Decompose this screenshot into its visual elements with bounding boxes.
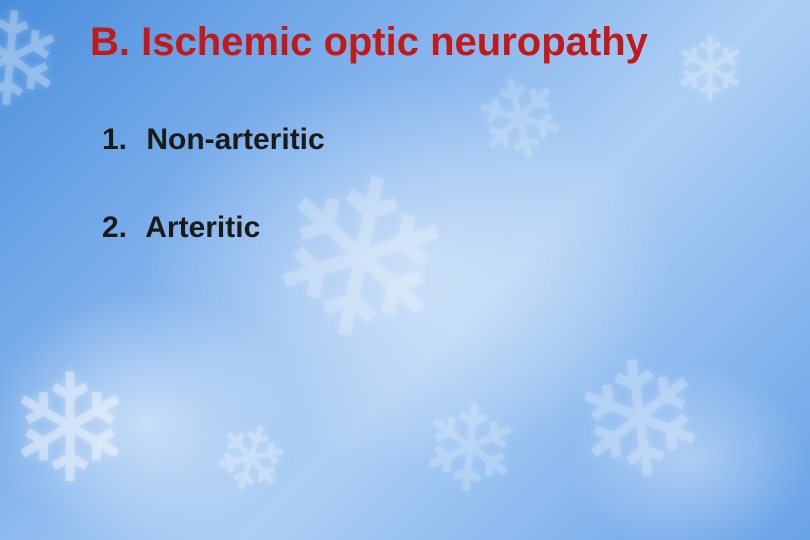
list-item-text: Non-arteritic — [146, 123, 324, 156]
list-item-number: 2. — [102, 211, 138, 245]
list-item-number: 1. — [102, 123, 138, 157]
list-item-text: Arteritic — [145, 211, 260, 244]
slide-list: 1. Non-arteritic 2. Arteritic — [90, 123, 810, 245]
list-item: 2. Arteritic — [102, 211, 810, 245]
list-item: 1. Non-arteritic — [102, 123, 810, 157]
slide-content: B. Ischemic optic neuropathy 1. Non-arte… — [0, 0, 810, 540]
slide-title: B. Ischemic optic neuropathy — [90, 20, 810, 65]
